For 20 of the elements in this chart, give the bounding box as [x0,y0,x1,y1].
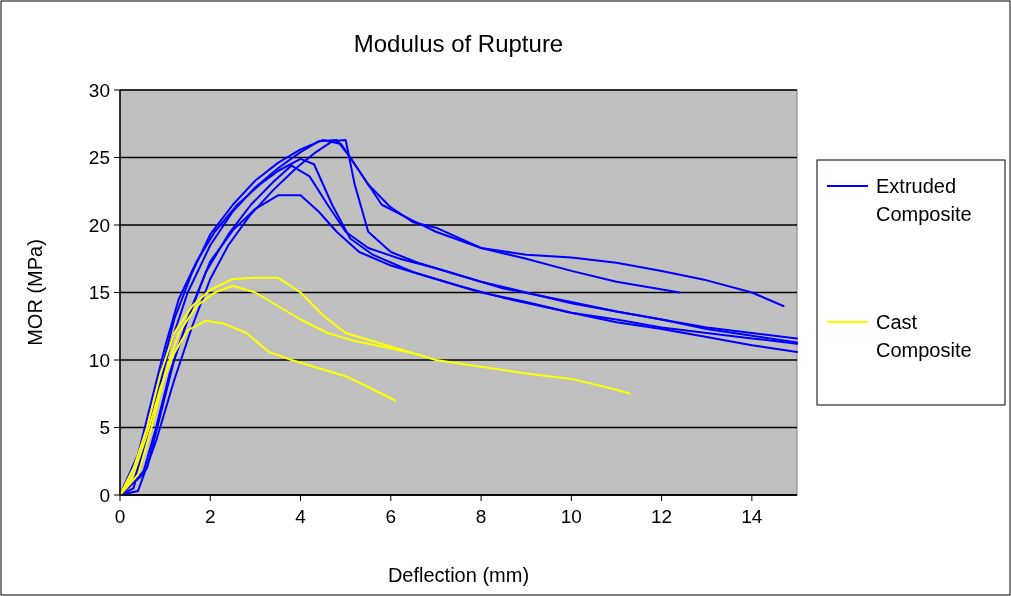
y-tick-label: 20 [88,214,110,236]
legend-label: Extruded Composite [876,175,972,225]
x-tick-label: 8 [475,506,487,527]
y-axis-title: MOR (MPa) [24,239,46,346]
x-axis-title: Deflection (mm) [387,564,530,586]
y-tick-label: 0 [99,484,110,506]
x-tick-label: 2 [204,506,216,527]
y-tick-label: 5 [99,417,110,439]
legend-label: Cast Composite [876,311,972,361]
x-tick-label: 12 [651,506,673,527]
y-tick-label: 15 [88,282,110,304]
y-tick-label: 25 [88,147,110,169]
y-tick-label: 10 [88,349,110,371]
y-tick-label: 30 [88,79,110,101]
x-tick-label: 10 [560,506,582,527]
x-tick-label: 4 [295,506,307,527]
x-tick-label: 0 [114,506,126,527]
chart-title: Modulus of Rupture [353,30,564,57]
x-tick-label: 14 [741,506,763,527]
x-tick-label: 6 [385,506,397,527]
